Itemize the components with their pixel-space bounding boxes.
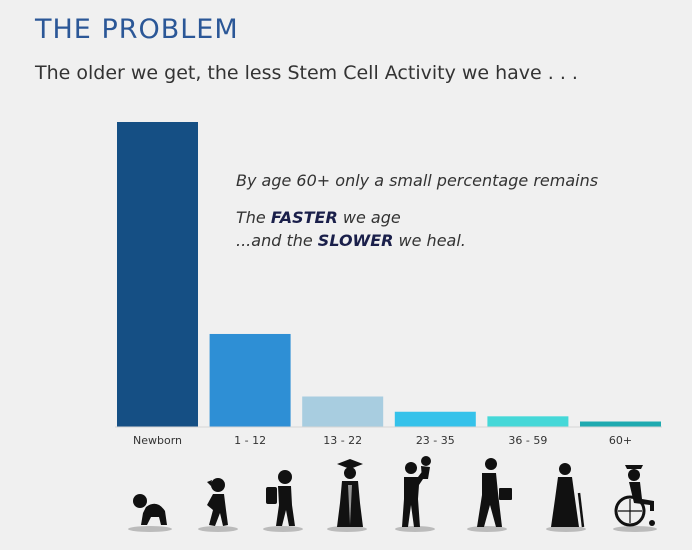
note-faster: The FASTER we age <box>236 208 401 227</box>
note-slower-emphasis: SLOWER <box>317 231 394 250</box>
bar-5 <box>487 416 569 427</box>
page-title: THE PROBLEM <box>35 14 239 45</box>
wheelchair-icon <box>613 465 657 532</box>
bar-2 <box>209 333 291 427</box>
businessman-briefcase-icon <box>467 458 512 532</box>
baby-crawling-icon <box>128 494 172 532</box>
note-remains: By age 60+ only a small percentage remai… <box>236 171 599 190</box>
bar-6 <box>580 421 661 427</box>
child-walking-icon <box>198 478 238 532</box>
student-backpack-icon <box>263 470 303 532</box>
parent-child-icon <box>395 456 435 532</box>
page-subtitle: The older we get, the less Stem Cell Act… <box>35 62 578 84</box>
note-slower: ...and the SLOWER we heal. <box>236 231 466 250</box>
stem-cell-bar-chart: Newborn 1 - 12 13 - 22 23 - 35 36 - 59 60+ <box>115 122 662 447</box>
x-tick-label: 36 - 59 <box>508 434 547 447</box>
x-tick-label: 60+ <box>609 434 632 447</box>
x-tick-label: Newborn <box>133 434 182 447</box>
note-faster-emphasis: FASTER <box>270 208 338 227</box>
x-tick-label: 13 - 22 <box>323 434 362 447</box>
elderly-cane-icon <box>546 463 586 532</box>
x-tick-label: 23 - 35 <box>416 434 455 447</box>
x-tick-label: 1 - 12 <box>234 434 266 447</box>
bar-1 <box>117 122 198 427</box>
bar-3 <box>302 396 384 427</box>
graduate-icon <box>327 459 367 532</box>
bar-4 <box>394 411 476 427</box>
